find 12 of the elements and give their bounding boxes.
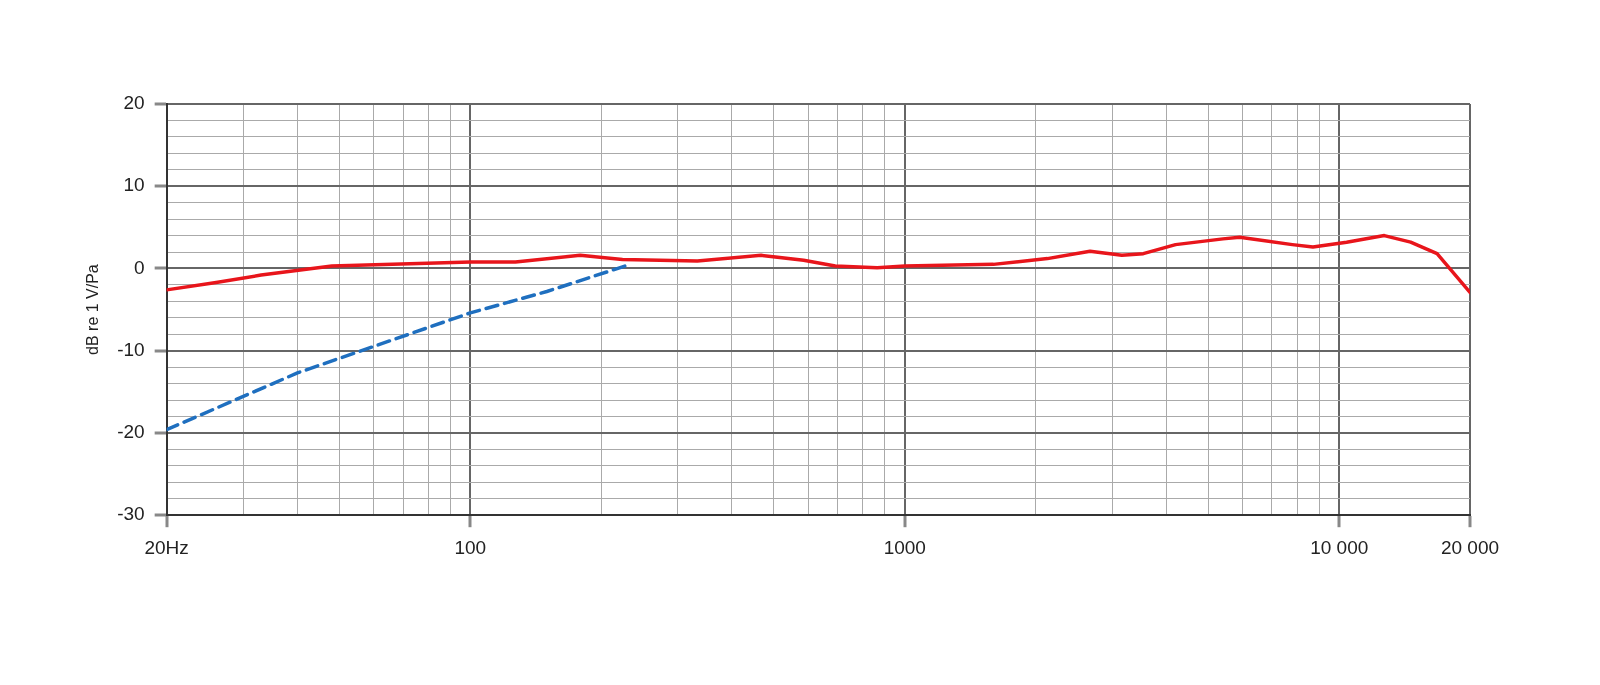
- x-tick-label: 10 000: [1310, 536, 1369, 558]
- x-tick-label: 20 000: [1440, 536, 1500, 558]
- x-tick-label: 100: [454, 536, 487, 558]
- y-tick-label: 20: [123, 92, 145, 114]
- x-tick-label: 20Hz: [144, 536, 189, 558]
- y-tick-label: -20: [117, 421, 145, 443]
- y-tick-label: 0: [134, 256, 145, 278]
- y-tick-label: -30: [117, 503, 145, 525]
- y-tick-label: 10: [123, 174, 145, 196]
- y-axis-title: dB re 1 V/Pa: [84, 264, 102, 355]
- y-tick-label: -10: [117, 338, 145, 360]
- x-tick-label: 1000: [883, 536, 926, 558]
